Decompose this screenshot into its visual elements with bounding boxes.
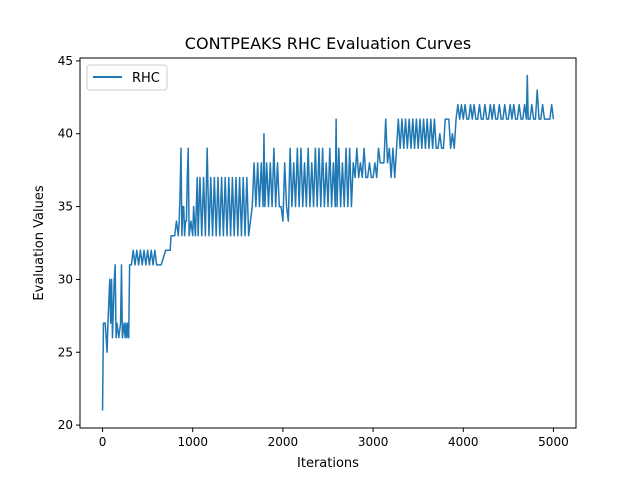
y-tick-label: 40 [58,127,73,141]
y-tick-label: 25 [58,345,73,359]
plot-frame [79,57,577,429]
y-tick-label: 20 [58,418,73,432]
y-tick-label: 30 [58,272,73,286]
series-line-rhc [101,74,555,411]
legend-box [86,64,168,91]
y-tick-label: 45 [58,54,73,68]
legend: RHC [86,64,168,91]
y-axis-label: Evaluation Values [32,185,47,300]
x-tick-label: 4000 [448,435,479,449]
legend-label-rhc: RHC [132,71,160,86]
y-tick-label: 35 [58,200,73,214]
x-tick-label: 0 [99,435,107,449]
chart-title: CONTPEAKS RHC Evaluation Curves [185,34,471,53]
axis-ticks: 0 1000 2000 3000 4000 5000 20 25 30 35 40 45 [58,54,569,449]
x-axis-label: Iterations [297,456,359,471]
plot-area [80,58,576,428]
x-tick-label: 1000 [177,435,208,449]
x-tick-label: 2000 [268,435,299,449]
series-layer [101,74,555,411]
x-tick-label: 5000 [538,435,569,449]
x-tick-label: 3000 [358,435,389,449]
